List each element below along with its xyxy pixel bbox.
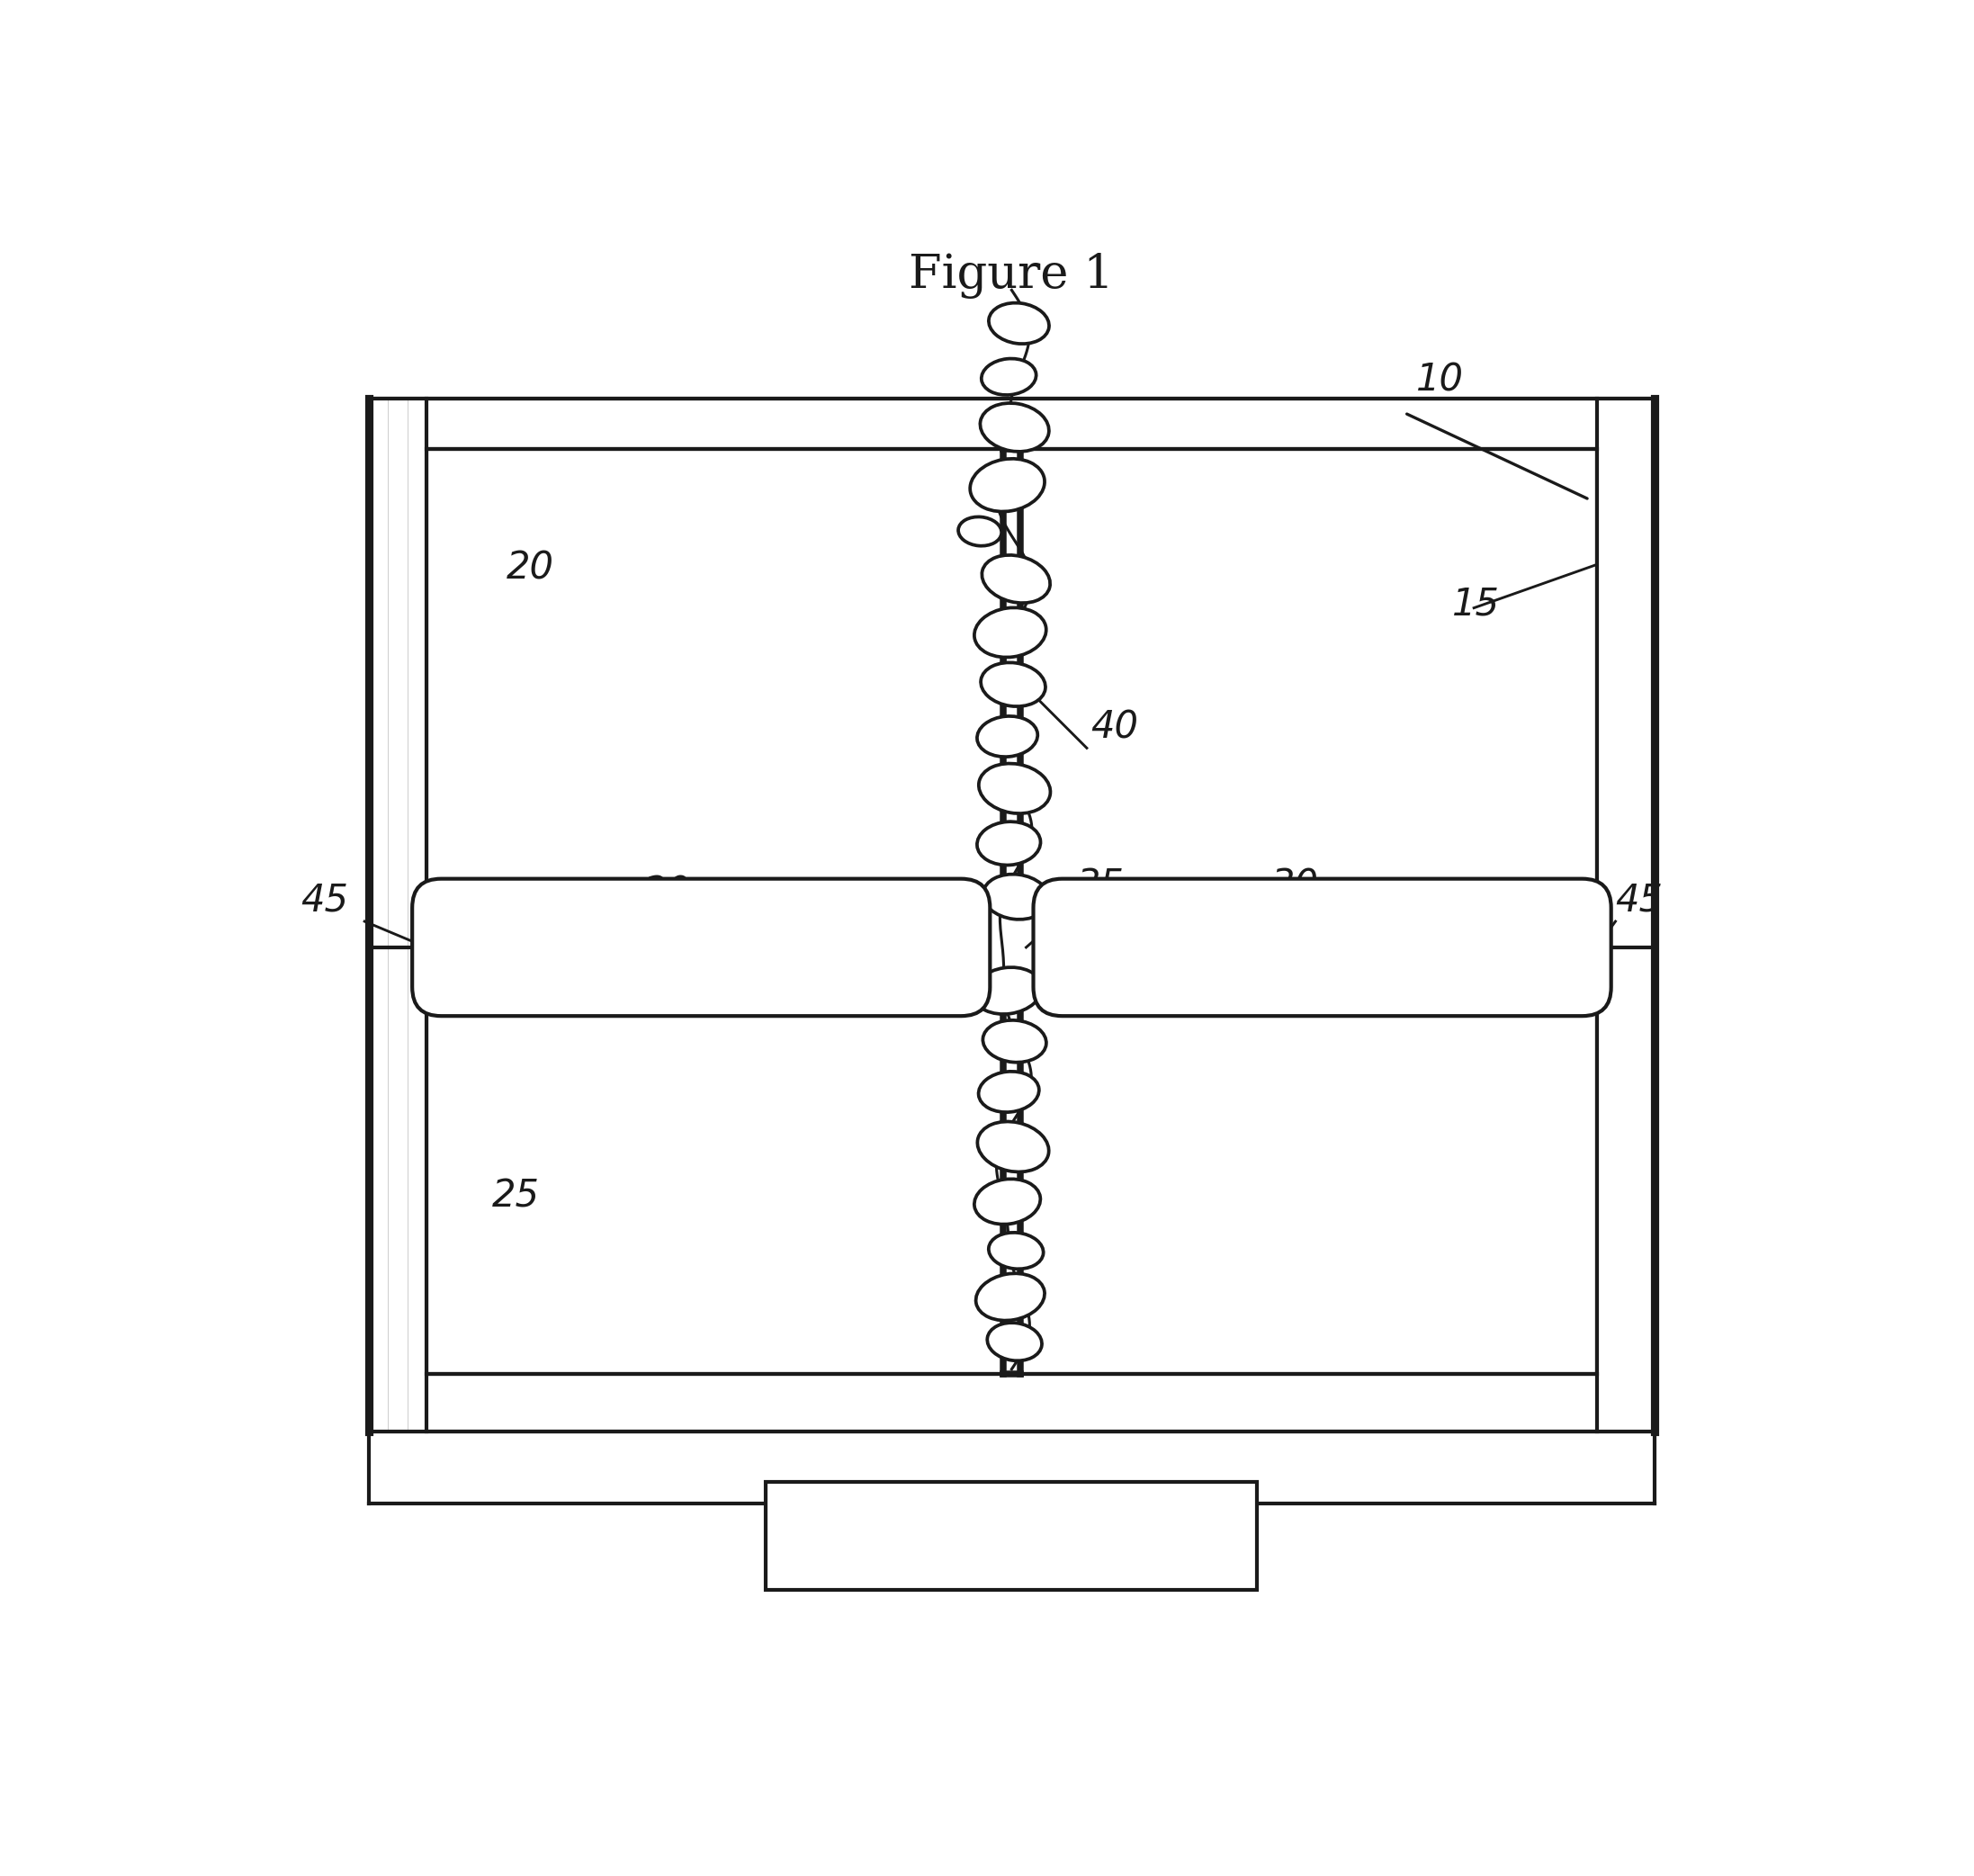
Ellipse shape bbox=[989, 302, 1048, 343]
Text: Figure 1: Figure 1 bbox=[910, 253, 1113, 298]
Text: 50: 50 bbox=[987, 1518, 1036, 1555]
Text: 25: 25 bbox=[492, 1178, 539, 1216]
Ellipse shape bbox=[979, 1071, 1038, 1112]
Text: 15: 15 bbox=[1453, 585, 1500, 623]
Ellipse shape bbox=[981, 358, 1036, 396]
Ellipse shape bbox=[957, 518, 1001, 546]
FancyBboxPatch shape bbox=[766, 1482, 1257, 1591]
Ellipse shape bbox=[981, 403, 1048, 452]
FancyBboxPatch shape bbox=[1032, 878, 1611, 1017]
FancyBboxPatch shape bbox=[413, 878, 991, 1017]
Ellipse shape bbox=[979, 764, 1050, 814]
Ellipse shape bbox=[987, 1323, 1042, 1360]
Ellipse shape bbox=[973, 968, 1042, 1015]
Text: 10: 10 bbox=[1415, 362, 1465, 400]
Ellipse shape bbox=[969, 460, 1044, 512]
Text: 45: 45 bbox=[1615, 882, 1664, 919]
Ellipse shape bbox=[975, 608, 1046, 657]
Text: 20: 20 bbox=[505, 550, 555, 587]
Text: 40: 40 bbox=[1092, 709, 1139, 747]
Ellipse shape bbox=[981, 662, 1046, 707]
Text: 35: 35 bbox=[1076, 867, 1125, 904]
Ellipse shape bbox=[977, 822, 1040, 865]
Ellipse shape bbox=[983, 1021, 1046, 1062]
Ellipse shape bbox=[975, 1178, 1040, 1225]
Ellipse shape bbox=[975, 1274, 1044, 1321]
Text: 30: 30 bbox=[1271, 867, 1319, 904]
Ellipse shape bbox=[983, 874, 1048, 919]
Text: 45: 45 bbox=[300, 882, 349, 919]
Text: 20: 20 bbox=[644, 874, 691, 912]
Ellipse shape bbox=[981, 555, 1050, 602]
Ellipse shape bbox=[989, 1233, 1044, 1268]
Ellipse shape bbox=[977, 1122, 1048, 1172]
Ellipse shape bbox=[977, 717, 1038, 756]
